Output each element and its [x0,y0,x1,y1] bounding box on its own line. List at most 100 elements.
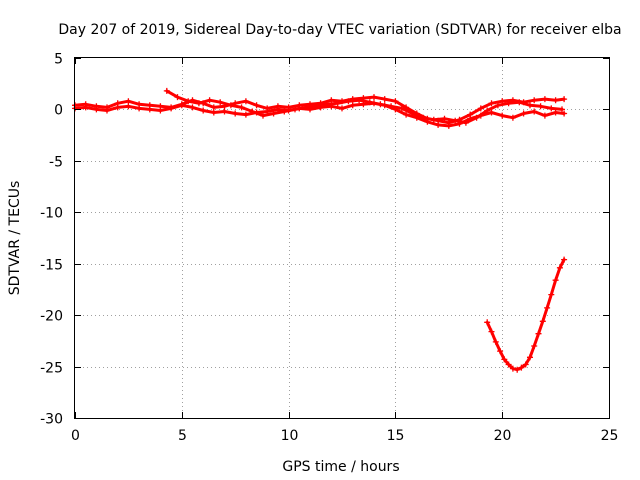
data-point-track-c [494,102,501,109]
data-point-track-c [302,104,309,111]
data-point-track-b [435,121,442,128]
data-point-track-b [157,107,164,114]
y-tick-label: -25 [40,361,63,377]
x-tick-label: 10 [281,428,299,444]
data-point-track-d [531,343,538,349]
data-point-track-d [505,361,512,368]
data-point-track-c [388,103,395,110]
data-point-track-d [556,264,563,271]
data-point-track-b [146,106,153,113]
data-point-track-b [210,109,217,116]
data-point-track-b [520,110,527,117]
data-point-track-c [420,114,427,121]
data-point-track-c [548,105,555,112]
data-point-track-a [253,102,260,109]
data-point-track-d [539,318,546,325]
data-point-track-b [445,122,452,129]
data-point-track-c [260,112,266,119]
data-point-track-c [206,97,213,104]
data-point-track-c [217,99,224,106]
data-point-track-a [541,96,548,103]
data-point-track-d [552,277,559,284]
data-point-track-d [497,348,504,355]
y-tick-label: 5 [54,52,63,68]
data-point-track-c [195,100,202,107]
data-point-track-b [561,110,568,117]
data-point-track-d [518,364,525,371]
x-tick-label: 15 [387,428,405,444]
data-point-track-c [441,115,448,122]
data-point-track-c [238,104,245,111]
x-tick-label: 0 [71,428,80,444]
data-point-track-d [488,328,495,335]
data-point-track-c [409,110,416,117]
data-point-track-a [488,100,495,107]
data-point-track-c [174,94,181,101]
data-point-track-c [334,100,341,107]
data-point-track-c [452,117,459,124]
data-point-track-d [509,365,516,372]
data-point-track-b [178,102,185,109]
data-point-track-b [93,106,100,113]
data-point-track-a [210,104,217,111]
data-point-track-c [484,107,491,114]
data-point-track-b [125,103,132,110]
data-point-track-a [381,96,388,103]
data-point-track-b [232,110,239,117]
y-tick-label: -5 [49,155,63,171]
data-point-track-c [324,101,330,108]
data-point-track-c [473,114,480,121]
data-point-track-b [221,108,228,115]
data-point-track-b [189,104,196,111]
data-point-track-d [501,356,508,363]
data-point-track-b [488,109,495,116]
data-point-track-c [270,110,277,117]
x-tick-label: 25 [601,428,619,444]
data-point-track-a [328,97,335,104]
data-point-track-c [398,105,405,112]
data-point-track-d [514,366,521,373]
data-point-track-d [561,256,568,263]
data-point-track-d [484,319,491,326]
data-point-track-a [561,96,568,103]
data-point-track-b [509,114,516,121]
data-point-track-b [136,105,143,112]
data-point-track-c [527,102,533,109]
data-point-track-d [522,361,529,368]
data-point-track-c [366,99,373,106]
data-point-track-b [104,107,110,114]
data-point-track-d [548,291,555,298]
data-point-track-a [531,97,538,104]
data-point-track-c [227,102,234,109]
y-tick-label: -30 [40,412,63,428]
data-point-track-a [371,94,377,101]
data-point-track-b [242,111,249,118]
data-point-track-a [242,98,249,105]
data-point-track-b [349,102,356,109]
data-point-track-c [185,98,192,105]
data-point-track-c [377,101,384,108]
data-point-track-a [477,105,484,112]
series-layer [72,87,568,373]
data-point-track-c [430,116,437,123]
data-point-track-b [499,112,506,119]
data-point-track-d [492,338,499,345]
data-point-track-c [516,99,523,106]
data-point-track-b [200,107,207,114]
data-point-track-b [531,108,538,115]
data-point-track-a [125,98,132,105]
data-point-track-c [559,106,565,113]
data-point-track-c [313,103,320,110]
data-point-track-c [505,100,512,107]
data-point-track-b [339,105,345,112]
data-point-track-b [552,109,559,116]
data-point-track-c [345,98,352,105]
data-point-track-b [541,112,548,119]
data-point-track-a [392,98,399,105]
x-axis-label: GPS time / hours [282,459,399,475]
data-point-track-d [544,304,551,311]
data-point-track-d [527,354,533,361]
y-tick-label: -10 [40,206,63,222]
data-point-track-b [403,111,410,118]
